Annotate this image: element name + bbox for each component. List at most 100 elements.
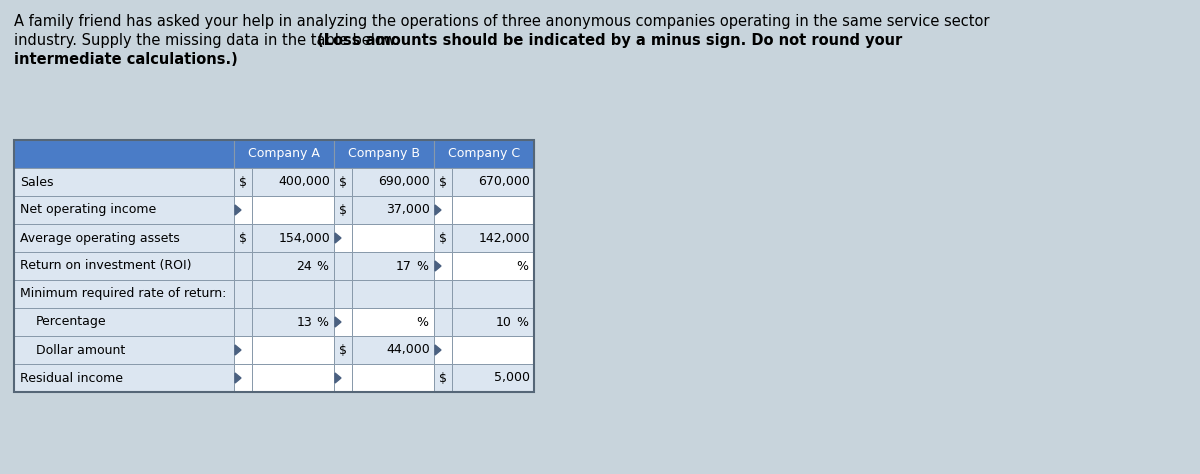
Bar — [234, 140, 334, 168]
Polygon shape — [235, 205, 241, 215]
Text: Minimum required rate of return:: Minimum required rate of return: — [20, 288, 227, 301]
Text: 44,000: 44,000 — [386, 344, 430, 356]
Text: Company B: Company B — [348, 147, 420, 161]
Bar — [234, 364, 252, 392]
Bar — [452, 252, 534, 280]
Text: $: $ — [340, 203, 347, 217]
Bar — [14, 252, 234, 280]
Text: %: % — [316, 316, 328, 328]
Bar — [14, 196, 234, 224]
Bar — [14, 168, 234, 196]
Bar — [252, 168, 334, 196]
Text: %: % — [316, 259, 328, 273]
Bar — [234, 252, 252, 280]
Text: industry. Supply the missing data in the table below:: industry. Supply the missing data in the… — [14, 33, 404, 48]
Text: 17: 17 — [396, 259, 412, 273]
Bar — [434, 140, 534, 168]
Text: Percentage: Percentage — [36, 316, 107, 328]
Text: 670,000: 670,000 — [478, 175, 530, 189]
Text: %: % — [516, 316, 528, 328]
Text: %: % — [416, 259, 428, 273]
Bar — [334, 336, 352, 364]
Bar — [334, 308, 352, 336]
Bar — [434, 308, 452, 336]
Bar — [452, 364, 534, 392]
Bar — [352, 168, 434, 196]
Text: $: $ — [439, 372, 446, 384]
Bar — [252, 196, 334, 224]
Text: 24: 24 — [296, 259, 312, 273]
Bar — [14, 280, 234, 308]
Bar — [252, 364, 334, 392]
Polygon shape — [235, 345, 241, 355]
Bar — [434, 224, 452, 252]
Bar — [334, 280, 352, 308]
Bar — [334, 252, 352, 280]
Bar — [434, 280, 452, 308]
Bar — [334, 140, 434, 168]
Polygon shape — [235, 373, 241, 383]
Bar — [252, 336, 334, 364]
Bar — [334, 168, 352, 196]
Text: Residual income: Residual income — [20, 372, 124, 384]
Text: 142,000: 142,000 — [479, 231, 530, 245]
Bar — [14, 140, 234, 168]
Bar — [352, 336, 434, 364]
Bar — [352, 224, 434, 252]
Text: Net operating income: Net operating income — [20, 203, 156, 217]
Text: 13: 13 — [296, 316, 312, 328]
Bar — [252, 224, 334, 252]
Bar — [434, 252, 452, 280]
Bar — [452, 224, 534, 252]
Bar — [452, 196, 534, 224]
Polygon shape — [436, 345, 442, 355]
Text: Company C: Company C — [448, 147, 520, 161]
Polygon shape — [436, 261, 442, 271]
Text: Sales: Sales — [20, 175, 54, 189]
Bar — [352, 280, 434, 308]
Text: 690,000: 690,000 — [378, 175, 430, 189]
Text: 5,000: 5,000 — [494, 372, 530, 384]
Bar — [14, 364, 234, 392]
Bar — [234, 196, 252, 224]
Bar — [352, 196, 434, 224]
Text: Average operating assets: Average operating assets — [20, 231, 180, 245]
Text: 37,000: 37,000 — [386, 203, 430, 217]
Bar — [234, 224, 252, 252]
Bar — [452, 168, 534, 196]
Text: $: $ — [340, 175, 347, 189]
Text: $: $ — [439, 231, 446, 245]
Text: %: % — [416, 316, 428, 328]
Bar — [334, 224, 352, 252]
Bar — [434, 336, 452, 364]
Bar — [252, 252, 334, 280]
Bar — [14, 336, 234, 364]
Bar — [434, 196, 452, 224]
Text: 400,000: 400,000 — [278, 175, 330, 189]
Text: Dollar amount: Dollar amount — [36, 344, 125, 356]
Bar — [434, 168, 452, 196]
Bar — [14, 140, 534, 392]
Text: intermediate calculations.): intermediate calculations.) — [14, 52, 238, 67]
Text: A family friend has asked your help in analyzing the operations of three anonymo: A family friend has asked your help in a… — [14, 14, 990, 29]
Bar — [452, 280, 534, 308]
Bar — [452, 308, 534, 336]
Text: $: $ — [239, 175, 247, 189]
Bar — [334, 364, 352, 392]
Text: Company A: Company A — [248, 147, 320, 161]
Bar — [452, 336, 534, 364]
Bar — [234, 336, 252, 364]
Polygon shape — [335, 233, 341, 243]
Text: $: $ — [340, 344, 347, 356]
Text: %: % — [516, 259, 528, 273]
Bar — [234, 308, 252, 336]
Text: 10: 10 — [496, 316, 512, 328]
Bar — [14, 224, 234, 252]
Polygon shape — [335, 373, 341, 383]
Bar — [234, 280, 252, 308]
Bar — [352, 364, 434, 392]
Text: $: $ — [439, 175, 446, 189]
Text: Return on investment (ROI): Return on investment (ROI) — [20, 259, 192, 273]
Polygon shape — [335, 317, 341, 327]
Bar — [14, 308, 234, 336]
